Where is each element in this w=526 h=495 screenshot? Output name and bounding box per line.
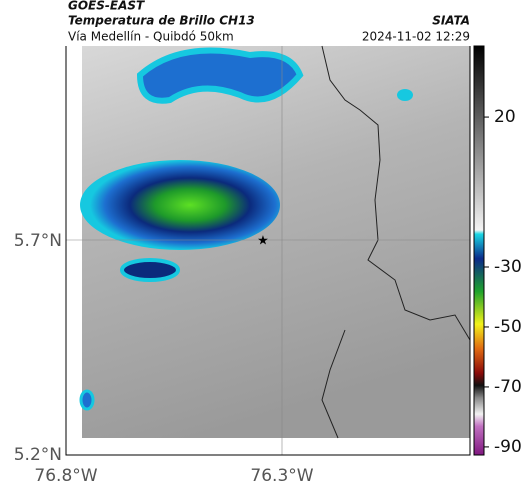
colorbar-tick-label: -70 — [494, 377, 522, 397]
cloud-cell — [136, 47, 304, 104]
colorbar-ticks: 20 -30 -50 -70 -90 — [484, 107, 522, 457]
colorbar-tick-label: -30 — [494, 257, 522, 277]
lat-tick-label: 5.2°N — [14, 445, 62, 465]
border — [321, 329, 346, 439]
lon-tick-label: 76.8°W — [34, 466, 97, 486]
colorbar-tick-label: -90 — [494, 437, 522, 457]
axis-frame — [65, 46, 471, 456]
source: SIATA — [432, 14, 470, 28]
cloud-cell — [397, 89, 413, 101]
cloud-cell — [120, 258, 180, 282]
colorbar-tick-label: 20 — [494, 107, 516, 127]
lon-tick-label: 76.3°W — [250, 466, 313, 486]
cloud-cell — [79, 389, 95, 411]
title: GOES-EAST — [68, 0, 145, 13]
cloud-cell — [80, 160, 280, 250]
colorbar-tick-label: -50 — [494, 317, 522, 337]
lat-tick-label: 5.7°N — [14, 231, 62, 251]
subtitle: Temperatura de Brillo CH13 — [68, 14, 255, 28]
location-marker: ★ — [257, 234, 269, 249]
border — [321, 45, 471, 341]
route: Vía Medellín - Quibdó 50km — [68, 30, 234, 44]
timestamp: 2024-11-02 12:29 — [362, 30, 470, 44]
map: ★ — [65, 45, 471, 456]
colorbar — [473, 45, 485, 456]
